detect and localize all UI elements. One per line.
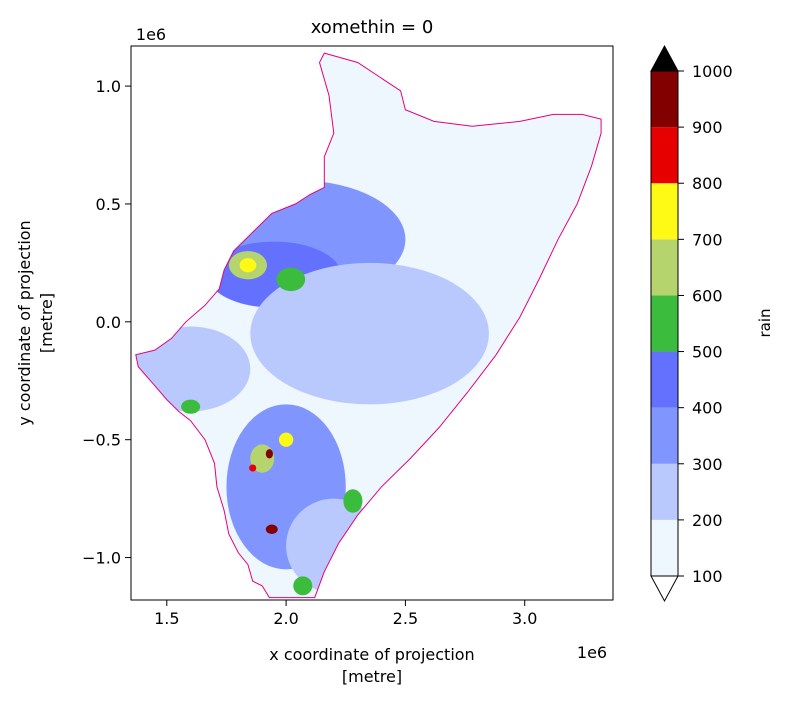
plot-area <box>130 45 614 601</box>
colorbar-extend-min <box>650 575 679 603</box>
colorbar: 100 200 300 400 500 600 700 800 900 1000 <box>650 44 733 603</box>
rain-field-patch-9 <box>276 267 306 292</box>
colorbar-extend-max <box>650 44 679 72</box>
y-axis-label-unit: [metre] <box>37 293 56 353</box>
colorbar-tick-label: 200 <box>692 511 723 530</box>
colorbar-segment <box>651 71 678 128</box>
rain-field-layer <box>135 53 602 598</box>
rain-field-patch-13 <box>278 432 294 447</box>
colorbar-segment <box>651 239 678 296</box>
chart-title: xomethin = 0 <box>311 17 434 38</box>
x-tick-label: 2.0 <box>273 609 298 628</box>
x-axis-label-unit: [metre] <box>342 667 402 686</box>
y-tick-label: 1.0 <box>96 77 121 96</box>
colorbar-segment <box>651 183 678 240</box>
y-tick-label: 0.0 <box>96 313 121 332</box>
y-axis-label: y coordinate of projection <box>15 220 34 425</box>
colorbar-tick-label: 800 <box>692 174 723 193</box>
colorbar-tick-label: 700 <box>692 230 723 249</box>
x-axis-label: x coordinate of projection <box>269 645 474 664</box>
y-tick-label: 0.5 <box>96 195 121 214</box>
x-axis: 1.5 2.0 2.5 3.0 <box>154 600 537 628</box>
colorbar-label: rain <box>756 308 774 337</box>
x-tick-label: 3.0 <box>512 609 537 628</box>
rain-field-patch-15 <box>343 489 363 513</box>
colorbar-tick-label: 500 <box>692 343 723 362</box>
y-tick-label: −0.5 <box>82 431 121 450</box>
x-offset-text: 1e6 <box>577 643 607 662</box>
rain-field-patch-17 <box>293 576 313 596</box>
y-tick-label: −1.0 <box>82 549 121 568</box>
plot-frame <box>130 45 614 601</box>
colorbar-tick-label: 300 <box>692 455 723 474</box>
y-axis: 1.0 0.5 0.0 −0.5 −1.0 <box>82 77 131 568</box>
x-tick-label: 1.5 <box>154 609 179 628</box>
y-offset-text: 1e6 <box>136 25 166 44</box>
y-axis-label-group: y coordinate of projection [metre] <box>15 220 56 425</box>
colorbar-segment <box>651 519 678 576</box>
colorbar-segment <box>651 295 678 352</box>
rain-field-patch-3 <box>135 326 251 412</box>
colorbar-tick-label: 900 <box>692 118 723 137</box>
rain-field-patch-12 <box>249 464 257 472</box>
x-tick-label: 2.5 <box>393 609 418 628</box>
rain-field-patch-14 <box>265 524 278 534</box>
rain-field-patch-8 <box>239 258 257 273</box>
colorbar-segment <box>651 351 678 408</box>
rain-field-patch-4 <box>250 262 489 405</box>
colorbar-segment <box>651 127 678 184</box>
rain-field-patch-16 <box>181 399 201 414</box>
colorbar-segment <box>651 407 678 464</box>
colorbar-tick-label: 100 <box>692 567 723 586</box>
colorbar-tick-label: 600 <box>692 286 723 305</box>
colorbar-segment <box>651 463 678 520</box>
colorbar-tick-label: 1000 <box>692 62 733 81</box>
region-outline <box>135 52 602 599</box>
colorbar-tick-label: 400 <box>692 399 723 418</box>
rain-field-patch-11 <box>265 449 273 459</box>
